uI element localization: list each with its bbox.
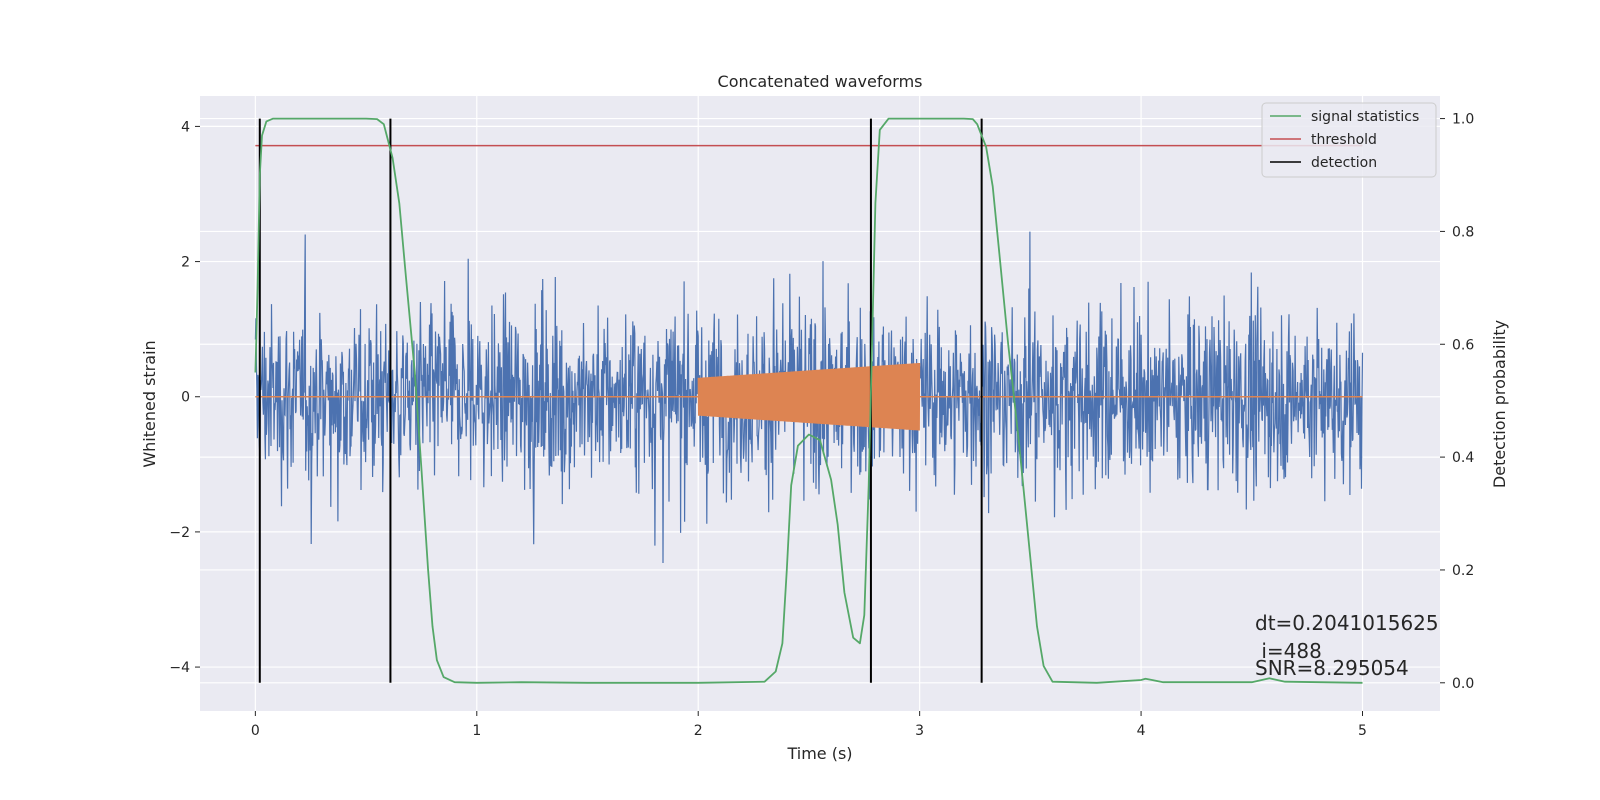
strain-series [254, 231, 1364, 564]
x-tick-label: 5 [1358, 723, 1367, 739]
y-right-tick-label: 0.8 [1452, 224, 1474, 240]
legend-label-signal-statistics: signal statistics [1311, 109, 1419, 125]
legend: signal statistics threshold detection [1261, 102, 1437, 178]
legend-box [1261, 102, 1437, 178]
x-axis-title: Time (s) [786, 744, 852, 763]
y-right-axis-ticks: 0.0 0.2 0.4 0.6 0.8 1.0 [1440, 112, 1474, 692]
x-tick-label: 4 [1137, 723, 1146, 739]
signal-statistics-series [254, 117, 1363, 684]
y-right-tick-label: 0.6 [1452, 337, 1474, 353]
y-tick-label: 0 [181, 390, 190, 406]
y-right-tick-label: 1.0 [1452, 112, 1474, 128]
legend-label-threshold: threshold [1311, 132, 1377, 148]
signal-statistics-line [254, 117, 1363, 684]
y-axis-title: Whitened strain [140, 340, 159, 467]
x-axis-ticks: 0 1 2 3 4 5 [251, 711, 1367, 739]
annotations: dt=0.2041015625 i=488 SNR=8.295054 [1255, 611, 1439, 680]
y-right-axis-title: Detection probability [1490, 320, 1509, 488]
annotation-i: i=488 [1255, 639, 1322, 663]
annotation-snr: SNR=8.295054 [1255, 656, 1409, 680]
annotation-dt: dt=0.2041015625 [1255, 611, 1439, 635]
y-right-tick-label: 0.0 [1452, 676, 1474, 692]
x-tick-label: 2 [694, 723, 703, 739]
y-right-tick-label: 0.4 [1452, 450, 1474, 466]
y-tick-label: −2 [169, 525, 190, 541]
x-tick-label: 0 [251, 723, 260, 739]
y-axis-ticks: −4 −2 0 2 4 [169, 119, 200, 676]
y-tick-label: −4 [169, 660, 190, 676]
legend-label-detection: detection [1311, 155, 1377, 171]
x-tick-label: 3 [915, 723, 924, 739]
injection-series [255, 362, 1363, 431]
y-right-tick-label: 0.2 [1452, 563, 1474, 579]
chart-title: Concatenated waveforms [718, 72, 923, 91]
injection-chirp [697, 362, 921, 431]
x-tick-label: 1 [472, 723, 481, 739]
y-tick-label: 4 [181, 119, 190, 135]
y-tick-label: 2 [181, 255, 190, 271]
strain-line [254, 231, 1364, 564]
